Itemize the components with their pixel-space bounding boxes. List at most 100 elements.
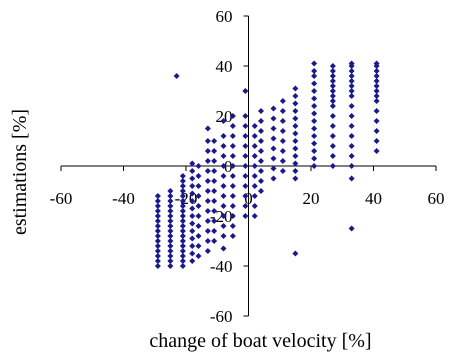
data-point [329, 68, 336, 74]
data-point [292, 138, 299, 144]
data-point [154, 228, 161, 234]
data-point [195, 183, 202, 189]
data-point [189, 250, 196, 257]
data-point [154, 213, 161, 219]
data-point [292, 160, 299, 167]
data-point [329, 153, 336, 159]
data-point [329, 143, 336, 149]
data-point [179, 218, 186, 224]
data-point [373, 60, 380, 67]
data-point [167, 243, 174, 249]
data-point [179, 208, 186, 214]
data-point [220, 133, 227, 139]
y-tick-label: 60 [216, 7, 233, 26]
data-point [279, 158, 286, 164]
data-point [229, 233, 236, 239]
data-point [242, 173, 249, 179]
data-point [189, 258, 196, 264]
data-point [220, 193, 227, 199]
data-point [189, 213, 196, 219]
data-point [373, 128, 380, 134]
data-point [348, 175, 355, 182]
data-point [167, 198, 174, 204]
data-point [179, 238, 186, 244]
data-point [220, 118, 227, 124]
data-point [154, 238, 161, 244]
data-point [204, 188, 211, 194]
data-point [189, 160, 196, 167]
data-point [220, 213, 227, 219]
y-axis-title: estimations [%] [9, 109, 31, 235]
data-point [154, 218, 161, 224]
data-point [311, 125, 318, 132]
data-point [179, 258, 186, 264]
data-point [220, 203, 227, 209]
data-point [229, 173, 236, 179]
data-point [242, 193, 249, 199]
data-point [311, 88, 318, 94]
data-point [329, 73, 336, 79]
data-point [292, 85, 299, 92]
data-point [348, 113, 355, 119]
data-point [251, 213, 258, 219]
data-point [279, 168, 286, 174]
data-point [167, 203, 174, 209]
data-point [211, 188, 218, 194]
data-point [373, 148, 380, 154]
data-point [292, 153, 299, 159]
data-point [211, 168, 218, 174]
data-point [292, 145, 299, 152]
data-point [204, 198, 211, 204]
data-point [229, 123, 236, 129]
data-point [329, 88, 336, 94]
data-point [311, 103, 318, 109]
data-point [258, 188, 264, 194]
data-point [373, 78, 380, 84]
data-point [348, 83, 355, 89]
data-point [311, 110, 318, 117]
data-point [279, 148, 286, 154]
data-point [348, 163, 355, 169]
data-point [270, 135, 277, 142]
data-point [242, 153, 249, 159]
data-point [348, 78, 355, 84]
data-point [179, 193, 186, 199]
data-point [251, 203, 258, 209]
data-point [329, 98, 336, 104]
data-point [292, 123, 299, 129]
data-point [154, 198, 161, 204]
data-point [211, 138, 218, 144]
data-point [195, 203, 202, 209]
data-point [348, 153, 355, 159]
data-point [373, 88, 380, 94]
data-point [229, 213, 236, 219]
data-point [154, 243, 161, 249]
data-point [189, 220, 196, 227]
data-point [242, 183, 249, 189]
data-point [373, 108, 380, 114]
data-point [292, 175, 299, 182]
data-point [195, 243, 202, 249]
data-point [329, 93, 336, 99]
data-point [329, 113, 336, 119]
x-tick-label: -40 [112, 189, 135, 208]
data-point [189, 190, 196, 197]
data-point [251, 183, 258, 189]
data-point [373, 73, 380, 79]
y-tick-label: -40 [210, 257, 233, 276]
data-point [292, 115, 299, 122]
data-point [189, 243, 196, 249]
data-point [154, 203, 161, 209]
data-point [251, 173, 258, 179]
data-point [251, 163, 258, 169]
data-point [348, 143, 355, 149]
data-point [154, 248, 161, 254]
data-point [348, 133, 355, 139]
data-point [348, 73, 355, 79]
data-point [167, 233, 174, 239]
data-point [204, 148, 211, 154]
data-point [348, 60, 355, 67]
data-point [167, 213, 174, 219]
data-point [195, 213, 202, 219]
